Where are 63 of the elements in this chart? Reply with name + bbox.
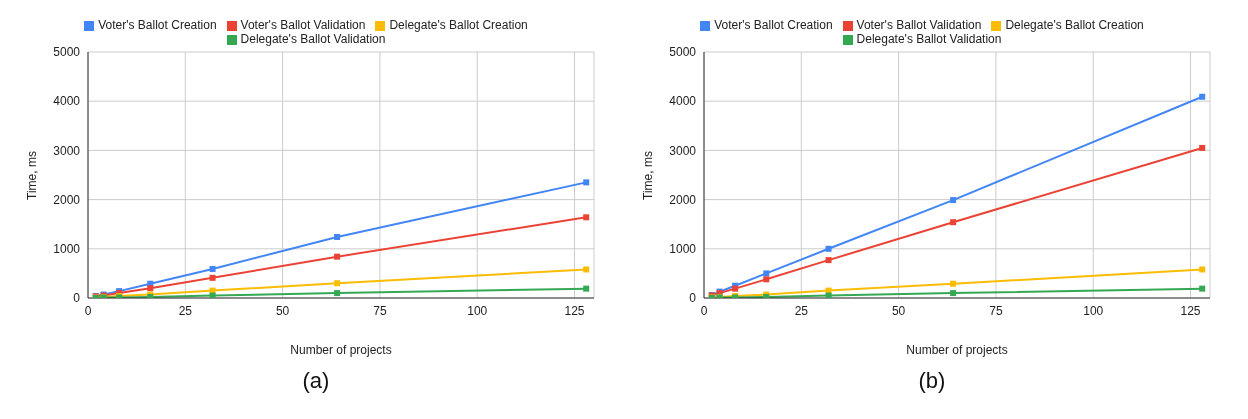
y-tick-label: 5000 xyxy=(53,45,81,60)
point xyxy=(825,245,832,252)
point xyxy=(147,285,154,292)
point xyxy=(209,265,216,272)
x-tick-label: 100 xyxy=(467,303,488,318)
text: (a) xyxy=(301,368,331,394)
point xyxy=(1199,144,1206,151)
y-tick-label: 0 xyxy=(689,291,697,306)
y-tick-label: 2000 xyxy=(669,192,697,207)
legend-label: Delegate's Ballot Creation xyxy=(1005,18,1144,32)
legend-label: Voter's Ballot Validation xyxy=(240,18,366,32)
text: (b) xyxy=(917,368,947,394)
point xyxy=(334,253,341,260)
x-tick-label: 75 xyxy=(373,303,387,318)
x-tick-label: 125 xyxy=(564,303,585,318)
x-tick-label: 75 xyxy=(989,303,1003,318)
point xyxy=(583,285,590,292)
legend-label: Voter's Ballot Validation xyxy=(856,18,982,32)
y-tick-label: 0 xyxy=(73,291,81,306)
y-tick-label: 3000 xyxy=(669,143,697,158)
point xyxy=(950,219,957,226)
point xyxy=(1199,266,1206,273)
point xyxy=(825,257,832,264)
y-tick-label: 1000 xyxy=(53,242,81,257)
x-tick-label: 25 xyxy=(794,303,809,318)
point xyxy=(334,233,341,240)
y-tick-label: 1000 xyxy=(669,242,697,257)
y-axis-title: Time, ms xyxy=(641,151,656,200)
point xyxy=(763,270,770,277)
point xyxy=(209,274,216,281)
point xyxy=(583,179,590,186)
point xyxy=(1199,93,1206,100)
y-tick-label: 4000 xyxy=(53,94,81,109)
x-tick-label: 100 xyxy=(1083,303,1104,318)
point xyxy=(334,280,341,287)
legend-label: Delegate's Ballot Validation xyxy=(856,32,1002,46)
x-tick-label: 0 xyxy=(84,303,92,318)
point xyxy=(1199,285,1206,292)
point xyxy=(583,214,590,221)
x-tick-label: 25 xyxy=(178,303,193,318)
y-axis-title: Time, ms xyxy=(25,151,40,200)
x-axis-title: Number of projects xyxy=(290,343,392,357)
y-tick-label: 4000 xyxy=(669,94,697,109)
point xyxy=(950,280,957,287)
y-tick-label: 2000 xyxy=(53,192,81,207)
point xyxy=(334,290,341,297)
point xyxy=(825,292,832,298)
x-tick-label: 50 xyxy=(891,303,906,318)
legend-label: Voter's Ballot Creation xyxy=(98,18,217,32)
point xyxy=(950,197,957,204)
point xyxy=(950,290,957,297)
point xyxy=(209,292,216,298)
x-tick-label: 125 xyxy=(1180,303,1201,318)
y-tick-label: 5000 xyxy=(669,45,697,60)
legend-label: Voter's Ballot Creation xyxy=(714,18,833,32)
point xyxy=(583,266,590,273)
y-tick-label: 3000 xyxy=(53,143,81,158)
x-tick-label: 0 xyxy=(700,303,708,318)
x-tick-label: 50 xyxy=(275,303,290,318)
x-axis-title: Number of projects xyxy=(906,343,1008,357)
point xyxy=(763,276,770,283)
legend-label: Delegate's Ballot Creation xyxy=(389,18,528,32)
legend-label: Delegate's Ballot Validation xyxy=(240,32,386,46)
